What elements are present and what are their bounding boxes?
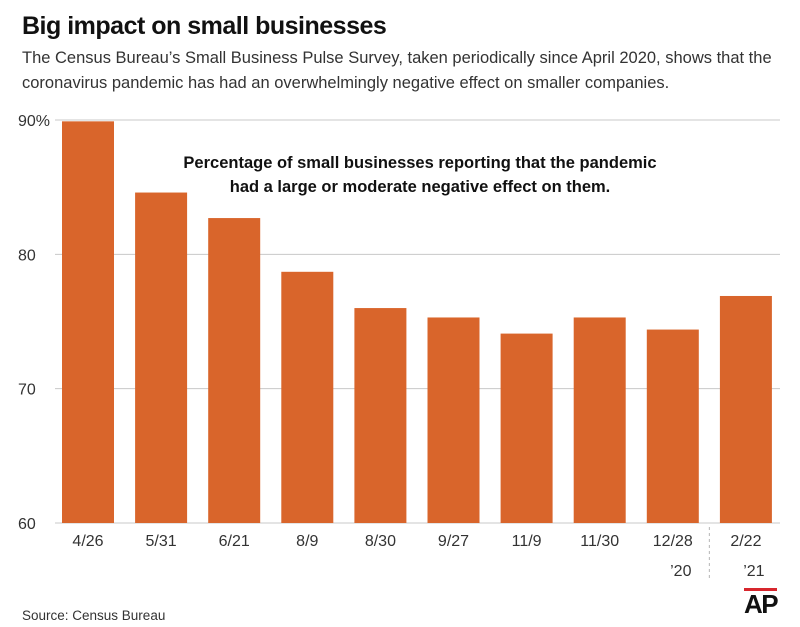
x-tick-label: 8/30 xyxy=(365,533,396,550)
x-tick-label: 5/31 xyxy=(146,533,177,550)
y-axis-ticks: 60 70 80 90% xyxy=(18,113,50,533)
y-tick-label: 80 xyxy=(18,247,36,264)
bar xyxy=(62,121,114,524)
annotation-line: had a large or moderate negative effect … xyxy=(230,178,611,196)
year-label: ’21 xyxy=(743,563,764,580)
bar xyxy=(573,317,626,523)
bar xyxy=(646,329,699,523)
chart-annotation: Percentage of small businesses reporting… xyxy=(183,154,656,196)
year-label: ’20 xyxy=(670,563,691,580)
source-note: Source: Census Bureau xyxy=(22,608,166,623)
y-tick-label: 70 xyxy=(18,382,36,399)
x-tick-label: 9/27 xyxy=(438,533,469,550)
chart-subtitle: The Census Bureau’s Small Business Pulse… xyxy=(22,49,772,92)
y-tick-label: 90% xyxy=(18,113,50,130)
chart-title: Big impact on small businesses xyxy=(22,12,387,40)
x-axis-ticks: 4/26 5/31 6/21 8/9 8/30 9/27 11/9 11/30 12/28 ’20… xyxy=(72,533,764,580)
annotation-line: Percentage of small businesses reporting… xyxy=(183,154,656,172)
x-tick-label: 8/9 xyxy=(296,533,318,550)
ap-logo: AP xyxy=(744,588,779,619)
x-tick-label: 12/28 xyxy=(653,533,693,550)
x-tick-label: 6/21 xyxy=(219,533,250,550)
x-tick-label: 4/26 xyxy=(72,533,103,550)
y-tick-label: 60 xyxy=(18,516,36,533)
bar xyxy=(354,308,407,523)
bar xyxy=(500,333,553,523)
bar xyxy=(427,317,480,523)
x-tick-label: 11/9 xyxy=(512,533,542,550)
bar xyxy=(208,218,261,523)
bar xyxy=(719,295,772,523)
bar xyxy=(281,271,334,523)
bar xyxy=(135,192,188,524)
x-tick-label: 11/30 xyxy=(580,533,619,550)
x-tick-label: 2/22 xyxy=(730,533,761,550)
bars xyxy=(62,121,772,524)
